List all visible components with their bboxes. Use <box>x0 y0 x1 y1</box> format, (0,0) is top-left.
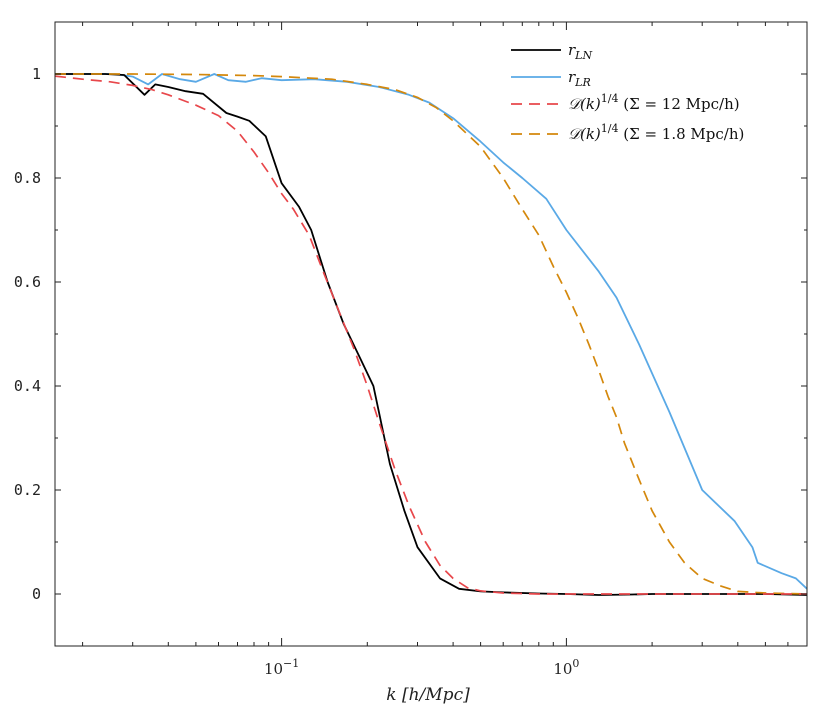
y-tick-label-3: 0.6 <box>14 273 41 291</box>
series-layer <box>54 73 808 596</box>
y-tick-label-2: 0.4 <box>14 377 41 395</box>
y-tick-label-1: 0.2 <box>14 481 41 499</box>
y-tick-label-5: 1 <box>32 65 41 83</box>
legend-entry-2: 𝒟(k)1/4 (Σ = 12 Mpc/h) <box>568 92 740 113</box>
x-tick-label-0: 10−1 <box>264 657 299 678</box>
legend-box <box>502 33 800 157</box>
y-tick-label-0: 0 <box>32 585 41 603</box>
plot-frame <box>54 21 808 647</box>
x-tick-label-1: 100 <box>553 657 579 678</box>
tick-layer <box>55 21 808 647</box>
series-line-3 <box>55 73 808 595</box>
legend-entry-0: rLN <box>568 41 592 62</box>
legend-entry-1: rLR <box>568 68 591 89</box>
x-axis-label: k [h/Mpc] <box>386 685 470 705</box>
series-line-1 <box>55 73 808 590</box>
y-tick-label-4: 0.8 <box>14 169 41 187</box>
label-layer: 0 0.2 0.4 0.6 0.8 1 10−1 100 <box>14 65 580 678</box>
series-line-0 <box>55 73 808 596</box>
legend-entry-3: 𝒟(k)1/4 (Σ = 1.8 Mpc/h) <box>568 122 744 143</box>
legend: rLN rLR 𝒟(k)1/4 (Σ = 12 Mpc/h) 𝒟(k)1/4 (Σ =… <box>502 33 800 157</box>
